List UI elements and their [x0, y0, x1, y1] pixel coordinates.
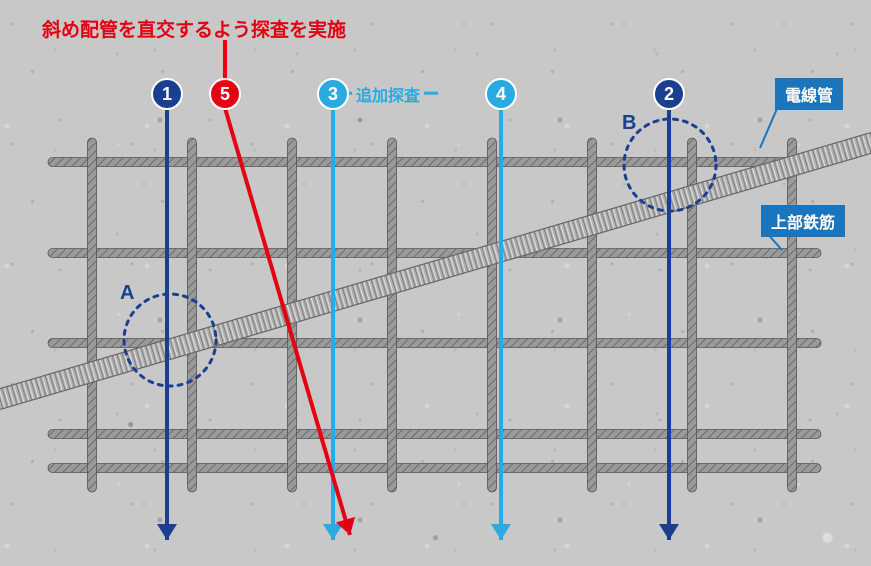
conduit_label: 電線管 — [775, 78, 843, 110]
scan-marker-2: 2 — [653, 78, 685, 110]
area-label-B: B — [622, 112, 636, 135]
area-label-A: A — [120, 282, 134, 305]
scan-marker-3: 3 — [317, 78, 349, 110]
scan-marker-5: 5 — [209, 78, 241, 110]
rebar_label: 上部鉄筋 — [761, 205, 845, 237]
conduit-pipe — [0, 130, 871, 411]
additional-survey-label: 追加探査 — [356, 82, 420, 106]
scan-marker-1: 1 — [151, 78, 183, 110]
rebar-horizontal — [48, 158, 821, 473]
scan-marker-4: 4 — [485, 78, 517, 110]
title-text: 斜め配管を直交するよう探査を実施 — [42, 15, 346, 42]
